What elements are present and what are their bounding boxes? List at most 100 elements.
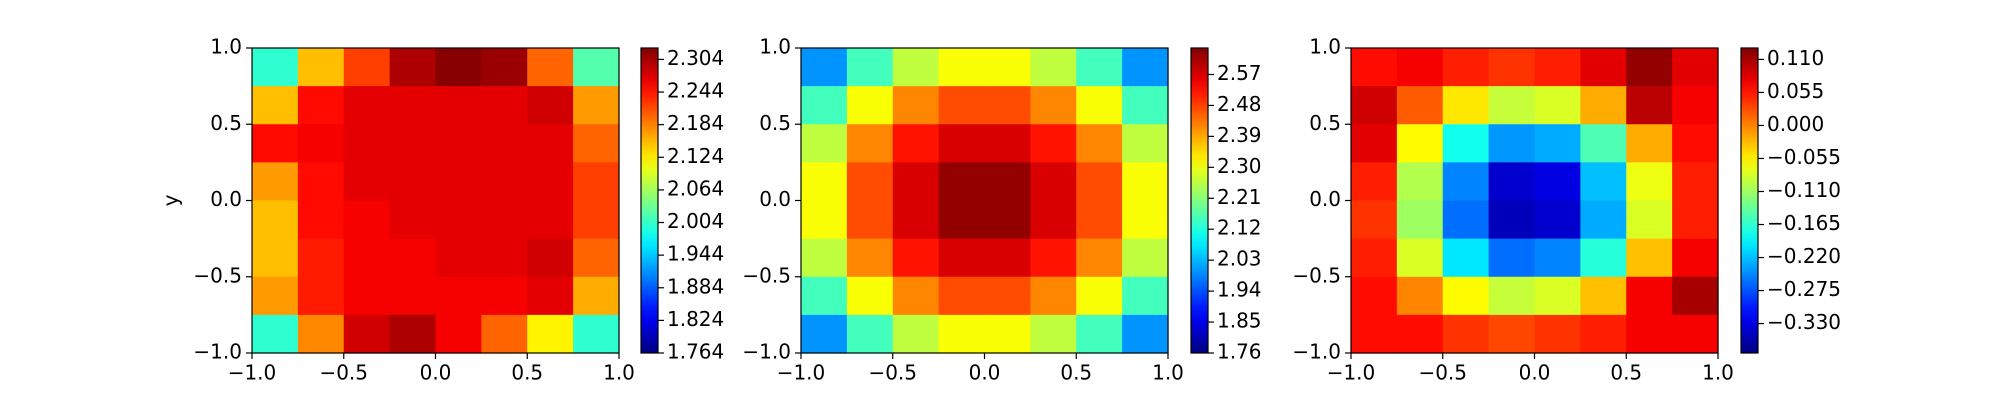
heatmap-cell <box>938 86 986 125</box>
heatmap-cell <box>1534 276 1581 316</box>
heatmap-cell <box>801 276 848 316</box>
heatmap-cell <box>389 314 437 354</box>
heatmap-cell <box>343 124 391 163</box>
heatmap-cell <box>1442 124 1490 163</box>
x-tick-label: 1.0 <box>603 361 635 385</box>
heatmap-cell <box>527 314 574 354</box>
heatmap-cell <box>1396 124 1444 163</box>
heatmap-cell <box>252 314 299 354</box>
colorbar-tick-label: 2.57 <box>1217 61 1262 85</box>
colorbar-tick-label: 2.064 <box>667 176 724 200</box>
heatmap-cell <box>892 124 940 163</box>
heatmap-cell <box>846 48 894 87</box>
heatmap-cell <box>892 314 940 354</box>
colorbar-tick-label: −0.165 <box>1767 211 1841 235</box>
heatmap-cell <box>846 162 894 202</box>
heatmap-cell <box>1030 124 1077 163</box>
heatmap-cell <box>343 314 391 354</box>
heatmap-cell <box>573 314 620 354</box>
heatmap-cell <box>1076 48 1123 87</box>
colorbar-tick-label: 1.884 <box>667 274 724 298</box>
heatmap-cell <box>573 124 620 163</box>
heatmap-cell <box>389 124 437 163</box>
heatmap-cell <box>938 314 986 354</box>
x-tick-label: 0.5 <box>1060 361 1092 385</box>
colorbar-tick-label: 2.03 <box>1217 247 1262 271</box>
colorbar-tick-label: 2.004 <box>667 209 724 233</box>
colorbar-tick-label: −0.275 <box>1767 277 1841 301</box>
heatmap-cell <box>984 238 1031 278</box>
heatmap-cell <box>892 276 940 316</box>
heatmap-cell <box>1076 276 1123 316</box>
x-tick-label: −0.5 <box>868 361 917 385</box>
heatmap-cell <box>1351 124 1398 163</box>
heatmap-cell <box>1488 86 1536 125</box>
heatmap-cell <box>1076 314 1123 354</box>
heatmap-cell <box>892 238 940 278</box>
heatmap-cell <box>801 238 848 278</box>
colorbar <box>1740 47 1759 354</box>
heatmap-cell <box>1396 48 1444 87</box>
heatmap-cell <box>1534 124 1581 163</box>
heatmap-cell <box>984 314 1031 354</box>
heatmap-cell <box>435 86 482 125</box>
heatmap-cell <box>938 48 986 87</box>
heatmap-cell <box>1442 86 1490 125</box>
heatmap-cell <box>573 48 620 87</box>
colorbar <box>640 47 659 354</box>
heatmap-cell <box>1672 86 1719 125</box>
x-tick-label: −0.5 <box>319 361 368 385</box>
heatmap-cell <box>1626 48 1673 87</box>
heatmap-cells <box>801 48 1169 354</box>
colorbar-tick-label: −0.110 <box>1767 178 1841 202</box>
x-tick-label: 0.0 <box>969 361 1001 385</box>
heatmap-cell <box>1488 200 1536 240</box>
heatmap-cell <box>527 238 574 278</box>
colorbar-tick-label: 1.94 <box>1217 278 1262 302</box>
heatmap-cell <box>1672 162 1719 202</box>
heatmap-cell <box>1534 238 1581 278</box>
heatmap-cell <box>1442 48 1490 87</box>
heatmap-cell <box>1076 86 1123 125</box>
y-tick-label: −0.5 <box>742 263 791 287</box>
heatmap-cell <box>343 238 391 278</box>
heatmap-cell <box>297 276 345 316</box>
heatmap-cell <box>1122 200 1169 240</box>
colorbar-tick-label: 0.110 <box>1767 46 1824 70</box>
heatmap-cell <box>1396 276 1444 316</box>
colorbar-tick-label: 0.055 <box>1767 79 1824 103</box>
heatmap-cell <box>1076 200 1123 240</box>
heatmap-cell <box>801 124 848 163</box>
colorbar-tick-label: 2.244 <box>667 79 724 103</box>
heatmap-cell <box>435 200 482 240</box>
y-tick-label: −0.5 <box>193 263 242 287</box>
colorbar-tick-label: 2.124 <box>667 144 724 168</box>
heatmap-cell <box>1442 162 1490 202</box>
colorbar-tick-label: 0.000 <box>1767 112 1824 136</box>
heatmap-cell <box>846 238 894 278</box>
heatmap-cell <box>1626 200 1673 240</box>
heatmap-cell <box>527 200 574 240</box>
heatmap-cell <box>1442 238 1490 278</box>
colorbar-tick-label: −0.330 <box>1767 310 1841 334</box>
x-tick-label: −1.0 <box>777 361 826 385</box>
heatmap-cell <box>435 48 482 87</box>
heatmap-cell <box>1488 162 1536 202</box>
heatmap-cell <box>481 200 528 240</box>
heatmap-cells <box>1351 48 1719 354</box>
heatmap-cell <box>938 238 986 278</box>
heatmap-cell <box>527 276 574 316</box>
heatmap-cell <box>801 162 848 202</box>
heatmap-cell <box>573 200 620 240</box>
heatmap-cell <box>892 200 940 240</box>
heatmap-cell <box>846 200 894 240</box>
heatmap-cell <box>389 48 437 87</box>
heatmap-cell <box>1030 162 1077 202</box>
y-tick-label: 0.5 <box>759 111 791 135</box>
y-axis-label: y <box>159 194 183 206</box>
heatmap-cell <box>984 124 1031 163</box>
heatmap-cell <box>892 162 940 202</box>
heatmap-cell <box>846 86 894 125</box>
y-tick-label: −1.0 <box>1292 340 1341 364</box>
